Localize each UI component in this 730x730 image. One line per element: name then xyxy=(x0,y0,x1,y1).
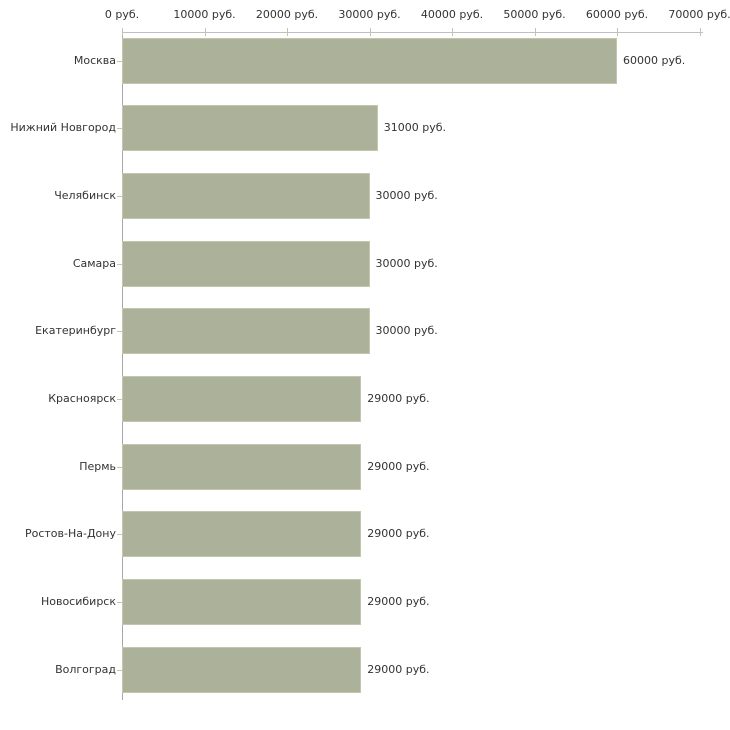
y-tick-mark xyxy=(117,399,122,400)
y-tick-mark xyxy=(117,60,122,62)
x-tick-label: 70000 руб. xyxy=(668,8,730,21)
value-label: 30000 руб. xyxy=(375,324,438,338)
bar-2 xyxy=(122,105,378,152)
x-tick-label: 10000 руб. xyxy=(173,8,236,21)
y-tick-mark xyxy=(117,263,122,265)
value-label: 29000 руб. xyxy=(367,527,430,541)
x-tick-label: 40000 руб. xyxy=(420,8,484,21)
x-tick-mark xyxy=(287,28,288,36)
x-axis-line xyxy=(122,32,703,33)
x-tick-label: 20000 руб. xyxy=(255,8,319,21)
value-label: 29000 руб. xyxy=(367,595,430,609)
x-tick-label: 50000 руб. xyxy=(503,8,566,21)
y-tick-mark xyxy=(117,128,122,130)
category-label: Екатеринбург xyxy=(35,324,116,338)
bar-6 xyxy=(122,376,362,422)
x-tick-mark xyxy=(534,28,536,36)
y-tick-mark xyxy=(117,466,122,468)
y-tick-mark xyxy=(117,669,122,671)
x-tick-mark xyxy=(699,28,701,36)
category-label: Новосибирск xyxy=(40,595,116,609)
y-tick-mark xyxy=(117,331,122,333)
category-label: Пермь xyxy=(79,459,116,473)
y-tick-mark xyxy=(117,195,122,197)
y-axis-line xyxy=(122,32,123,700)
category-label: Красноярск xyxy=(48,392,116,405)
value-label: 30000 руб. xyxy=(375,188,438,202)
category-label: Волгоград xyxy=(55,662,116,676)
x-tick-mark xyxy=(617,28,618,36)
category-label: Ростов-На-Дону xyxy=(24,527,116,541)
x-tick-label: 0 руб. xyxy=(104,8,140,21)
bar-7 xyxy=(122,443,362,490)
bar-9 xyxy=(122,579,362,626)
x-tick-label: 60000 руб. xyxy=(585,8,649,21)
category-label: Самара xyxy=(72,256,116,270)
x-tick-mark xyxy=(452,28,453,36)
bar-8 xyxy=(122,511,362,558)
y-tick-mark xyxy=(117,602,122,604)
value-label: 29000 руб. xyxy=(367,459,430,473)
bar-3 xyxy=(122,172,370,219)
value-label: 29000 руб. xyxy=(367,392,430,405)
bar-5 xyxy=(122,308,370,355)
value-label: 60000 руб. xyxy=(623,53,686,67)
category-label: Москва xyxy=(73,53,116,67)
x-tick-mark xyxy=(204,28,206,36)
bar-10 xyxy=(122,646,362,693)
bar-1 xyxy=(122,37,617,84)
value-label: 30000 руб. xyxy=(375,256,438,270)
category-label: Нижний Новгород xyxy=(10,121,116,135)
category-label: Челябинск xyxy=(54,188,116,202)
value-label: 29000 руб. xyxy=(367,662,430,676)
x-tick-mark xyxy=(369,28,371,36)
x-tick-mark xyxy=(122,28,123,36)
x-tick-label: 30000 руб. xyxy=(338,8,401,21)
y-tick-mark xyxy=(117,534,122,536)
value-label: 31000 руб. xyxy=(383,121,447,135)
bar-4 xyxy=(122,240,370,287)
